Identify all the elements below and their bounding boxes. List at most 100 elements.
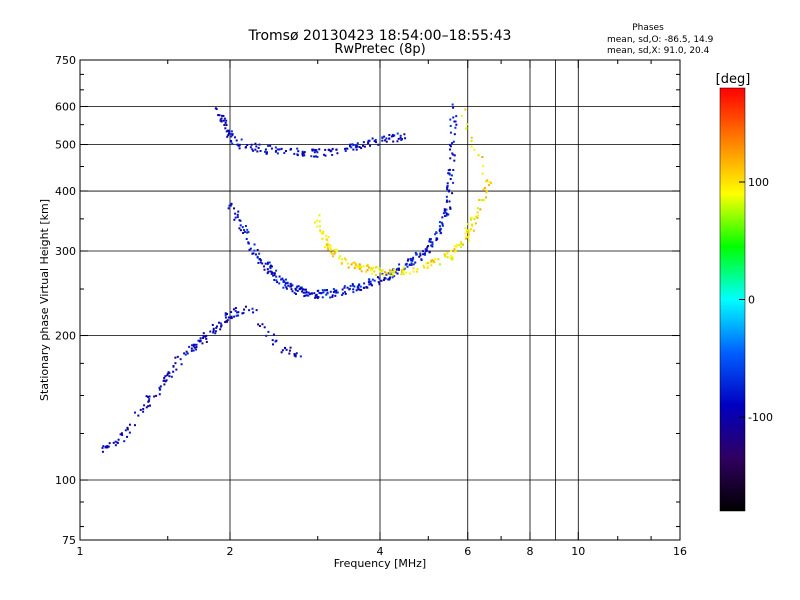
- data-point: [159, 388, 162, 391]
- data-point: [190, 344, 193, 347]
- data-point: [438, 228, 441, 231]
- data-point: [193, 346, 196, 349]
- data-point: [323, 289, 326, 292]
- x-tick-label: 10: [571, 545, 585, 558]
- data-point: [358, 284, 361, 287]
- data-point: [443, 208, 446, 211]
- data-point: [422, 253, 425, 256]
- data-point: [252, 311, 255, 314]
- data-point: [114, 440, 117, 443]
- data-point: [199, 337, 202, 340]
- data-point: [449, 148, 452, 151]
- data-point: [319, 229, 322, 232]
- data-point: [470, 145, 473, 148]
- data-point: [420, 258, 423, 261]
- data-point: [294, 287, 297, 290]
- data-point: [264, 148, 267, 151]
- data-point: [369, 280, 372, 283]
- data-point: [469, 218, 472, 221]
- data-point: [325, 293, 328, 296]
- data-point: [237, 144, 240, 147]
- x-tick-label: 6: [464, 545, 471, 558]
- data-point: [449, 157, 452, 160]
- data-point: [195, 343, 198, 346]
- data-point: [443, 209, 446, 212]
- data-point: [326, 289, 329, 292]
- data-point: [438, 229, 441, 232]
- data-point: [393, 269, 396, 272]
- data-point: [283, 281, 286, 284]
- data-point: [300, 286, 303, 289]
- data-point: [399, 134, 402, 137]
- data-point: [327, 236, 330, 239]
- data-point: [451, 192, 454, 195]
- data-point: [224, 316, 227, 319]
- data-point: [441, 216, 444, 219]
- data-point: [314, 221, 317, 224]
- data-point: [430, 260, 433, 263]
- data-point: [354, 264, 357, 267]
- data-point: [294, 293, 297, 296]
- data-point: [452, 153, 455, 156]
- data-point: [373, 140, 376, 143]
- data-point: [468, 229, 471, 232]
- data-point: [366, 286, 369, 289]
- data-point: [264, 150, 267, 153]
- data-point: [255, 309, 258, 312]
- data-point: [106, 445, 109, 448]
- data-point: [459, 241, 462, 244]
- data-point: [482, 188, 485, 191]
- data-point: [448, 173, 451, 176]
- data-point: [359, 285, 362, 288]
- data-point: [362, 141, 365, 144]
- data-point: [283, 151, 286, 154]
- data-point: [303, 154, 306, 157]
- data-point: [217, 114, 220, 117]
- data-point: [254, 142, 257, 145]
- data-point: [416, 268, 419, 271]
- data-point: [233, 218, 236, 221]
- data-point: [467, 236, 470, 239]
- data-point: [269, 264, 272, 267]
- data-point: [282, 286, 285, 289]
- data-point: [172, 370, 175, 373]
- data-point: [343, 286, 346, 289]
- data-point: [301, 154, 304, 157]
- data-point: [244, 305, 247, 308]
- data-point: [282, 279, 285, 282]
- data-point: [466, 123, 469, 126]
- data-point: [438, 221, 441, 224]
- data-point: [423, 266, 426, 269]
- data-point: [126, 435, 129, 438]
- data-point: [472, 229, 475, 232]
- data-point: [452, 140, 455, 143]
- data-point: [293, 291, 296, 294]
- y-tick-label: 100: [55, 474, 76, 487]
- data-point: [416, 270, 419, 273]
- data-point: [451, 142, 454, 145]
- data-point: [227, 207, 230, 210]
- data-point: [317, 289, 320, 292]
- data-point: [164, 380, 167, 383]
- data-point: [479, 208, 482, 211]
- data-point: [433, 260, 436, 263]
- data-point: [293, 353, 296, 356]
- data-point: [329, 150, 332, 153]
- data-point: [230, 135, 233, 138]
- data-point: [444, 255, 447, 258]
- data-point: [403, 268, 406, 271]
- data-point: [356, 286, 359, 289]
- data-point: [251, 148, 254, 151]
- data-point: [450, 258, 453, 261]
- data-point: [477, 214, 480, 217]
- data-point: [392, 274, 395, 277]
- data-point: [275, 269, 278, 272]
- data-point: [477, 154, 480, 157]
- data-point: [367, 140, 370, 143]
- data-point: [345, 147, 348, 150]
- data-point: [386, 272, 389, 275]
- data-point: [313, 149, 316, 152]
- data-point: [481, 172, 484, 175]
- data-point: [221, 114, 224, 117]
- data-point: [468, 233, 471, 236]
